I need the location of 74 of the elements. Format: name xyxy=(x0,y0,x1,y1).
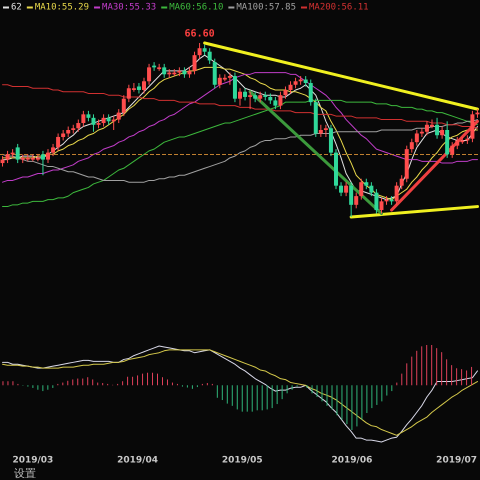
candlestick xyxy=(374,188,378,214)
candlestick xyxy=(102,114,106,128)
candlestick xyxy=(46,148,50,164)
candlestick xyxy=(268,92,272,104)
candlestick xyxy=(238,88,242,106)
legend-label: MA100:57.85 xyxy=(236,2,296,12)
candlestick xyxy=(198,42,202,60)
candlestick xyxy=(202,44,207,56)
candlestick xyxy=(56,132,60,152)
candlestick xyxy=(253,91,258,103)
candlestick xyxy=(6,150,10,164)
candlestick xyxy=(354,192,358,209)
candlestick xyxy=(162,63,166,78)
candlestick xyxy=(81,110,86,128)
candlestick xyxy=(147,63,152,86)
candlestick xyxy=(339,182,344,197)
candlestick xyxy=(400,174,404,190)
annotation: 66.60 xyxy=(184,28,215,40)
candlestick xyxy=(0,156,5,168)
candlestick xyxy=(344,182,348,197)
candlestick xyxy=(228,72,232,86)
candlestick xyxy=(283,86,288,100)
candlestick xyxy=(288,80,293,94)
candlestick xyxy=(136,82,141,94)
candlestick xyxy=(258,91,262,103)
candlestick xyxy=(349,182,354,218)
legend-label: MA30:55.33 xyxy=(102,2,156,12)
candlestick xyxy=(294,77,298,89)
candlestick xyxy=(106,114,111,126)
candlestick xyxy=(435,117,440,140)
legend-label: 62 xyxy=(11,2,22,12)
legend-label: MA10:55.29 xyxy=(34,2,90,12)
candlestick xyxy=(414,130,419,146)
candlestick xyxy=(308,79,313,106)
x-tick-label: 2019/03 xyxy=(12,456,54,466)
candlestick xyxy=(16,143,20,164)
candlestick xyxy=(182,66,186,78)
candlestick xyxy=(248,91,252,110)
candlestick xyxy=(410,138,414,154)
candlestick xyxy=(440,126,444,140)
candlestick xyxy=(243,88,248,101)
x-tick-label: 2019/05 xyxy=(222,456,263,466)
candlestick xyxy=(187,66,192,78)
candlestick xyxy=(364,178,368,190)
legend-label: MA200:56.11 xyxy=(308,2,369,12)
x-tick-label: 2019/04 xyxy=(117,456,158,466)
candlestick xyxy=(212,58,217,89)
candlestick xyxy=(450,142,454,158)
candlestick xyxy=(40,150,45,176)
candlestick xyxy=(51,143,56,157)
candlestick xyxy=(232,72,237,103)
candlestick xyxy=(304,76,308,87)
candlestick xyxy=(116,108,121,124)
candlestick xyxy=(112,116,116,130)
legend-label: MA60:56.10 xyxy=(169,2,224,12)
candlestick xyxy=(66,126,70,138)
candlestick xyxy=(273,96,278,110)
x-tick-label: 2019/07 xyxy=(436,456,478,466)
candlestick xyxy=(278,91,282,110)
x-tick-label: 2019/06 xyxy=(331,456,372,466)
candlestick xyxy=(86,110,90,122)
candlestick xyxy=(379,197,384,214)
candlestick xyxy=(91,114,96,132)
candlestick xyxy=(318,124,323,138)
candlestick xyxy=(61,130,66,141)
candlestick xyxy=(369,182,374,197)
candlestick xyxy=(76,119,80,132)
candlestick xyxy=(208,48,212,64)
candlestick xyxy=(192,51,197,75)
candlestick xyxy=(142,77,146,94)
candlestick xyxy=(394,182,399,206)
text: 设置 xyxy=(14,467,36,480)
candlestick xyxy=(359,178,364,200)
candlestick xyxy=(122,94,126,117)
